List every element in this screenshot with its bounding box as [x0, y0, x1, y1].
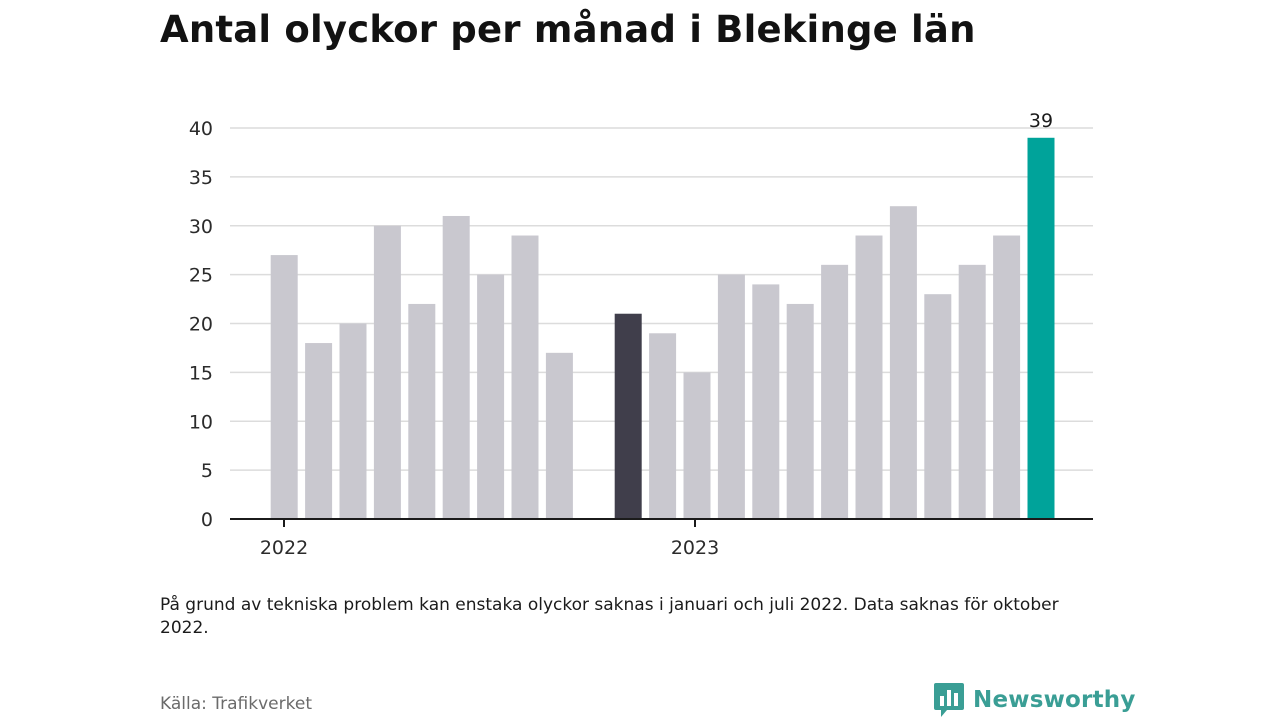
bar	[683, 372, 711, 519]
bar	[305, 343, 333, 519]
chart-title: Antal olyckor per månad i Blekinge län	[160, 8, 976, 51]
bar	[614, 313, 642, 519]
bar	[339, 323, 367, 519]
bar	[477, 274, 505, 519]
bar	[408, 303, 436, 519]
bar	[889, 206, 917, 519]
y-tick-label: 20	[189, 314, 213, 336]
x-axis-ticks: 2022 2023	[260, 519, 719, 559]
brand-name: Newsworthy	[973, 687, 1136, 713]
x-tick-label: 2022	[260, 537, 308, 559]
bar	[270, 255, 298, 519]
y-tick-label: 40	[189, 118, 213, 140]
y-tick-label: 0	[201, 509, 213, 531]
bar-chart-speech-bubble-icon	[934, 683, 964, 717]
source-credit: Källa: Trafikverket	[160, 694, 312, 714]
y-tick-label: 25	[189, 265, 213, 287]
brand-logo: Newsworthy	[933, 682, 1136, 718]
bar	[442, 215, 470, 519]
bar	[958, 264, 986, 519]
bars	[270, 137, 1055, 519]
y-tick-label: 35	[189, 167, 213, 189]
bar	[821, 264, 849, 519]
bar	[373, 225, 401, 519]
y-tick-label: 5	[201, 460, 213, 482]
bar	[752, 284, 780, 519]
bar-chart: 0 5 10 15 20 25 30 35 40 2022 2023 39	[189, 110, 1093, 559]
data-label: 39	[1029, 110, 1053, 132]
y-tick-label: 15	[189, 362, 213, 384]
bar	[1027, 137, 1055, 519]
y-tick-label: 10	[189, 411, 213, 433]
bar	[993, 235, 1021, 519]
bar	[545, 352, 573, 519]
bar	[924, 294, 952, 519]
bar	[786, 303, 814, 519]
bar	[649, 333, 677, 519]
y-axis-tick-labels: 0 5 10 15 20 25 30 35 40	[189, 118, 213, 531]
bar	[717, 274, 745, 519]
x-tick-label: 2023	[671, 537, 719, 559]
bar	[511, 235, 539, 519]
footnote: På grund av tekniska problem kan enstaka…	[160, 595, 1059, 638]
bar	[855, 235, 883, 519]
data-labels: 39	[1029, 110, 1053, 132]
y-tick-label: 30	[189, 216, 213, 238]
